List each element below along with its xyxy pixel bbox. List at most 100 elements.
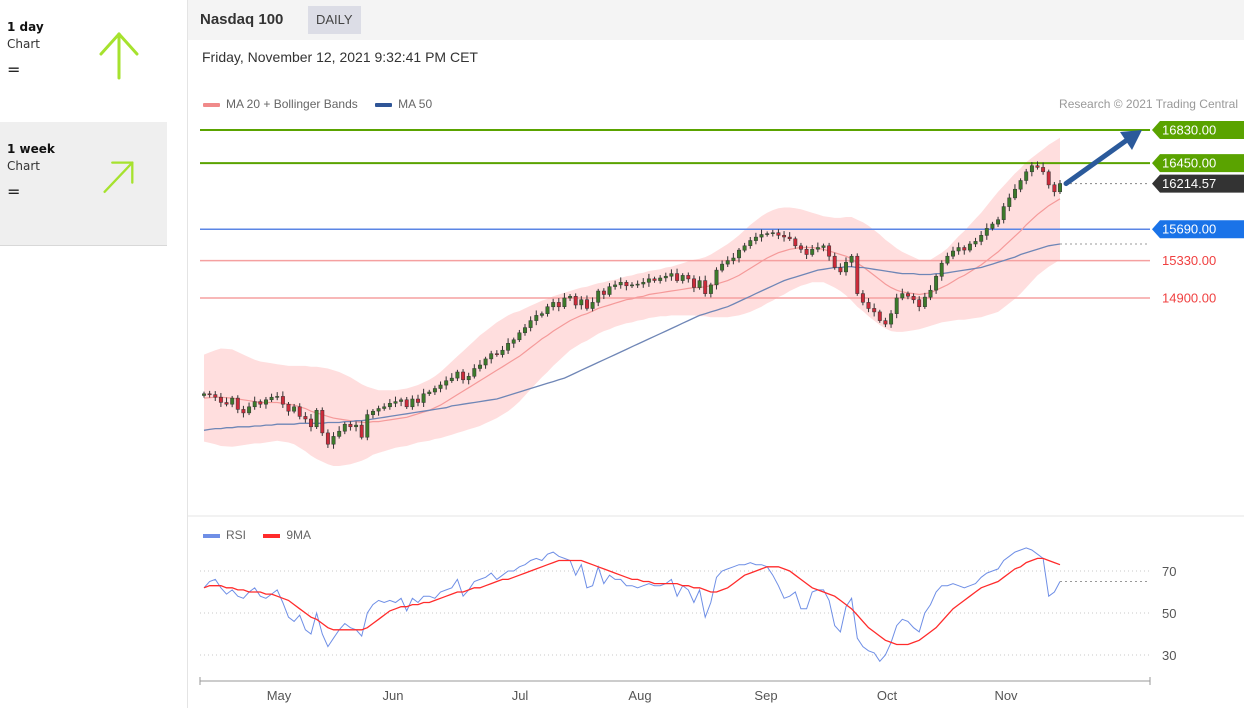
candle-body	[821, 245, 826, 248]
candle-body	[658, 277, 663, 281]
legend-label: MA 50	[398, 97, 433, 111]
candle-body	[455, 371, 460, 379]
candle-body	[669, 273, 674, 277]
candle-body	[748, 240, 753, 246]
legend-item-9ma: 9MA	[263, 528, 311, 542]
level-label: 16214.57	[1162, 176, 1216, 191]
candle-body	[517, 332, 522, 341]
candle-body	[855, 255, 860, 294]
candle-body	[399, 399, 404, 402]
candle-body	[996, 219, 1001, 225]
candle-body	[635, 283, 640, 286]
candle-body	[1041, 167, 1046, 173]
legend-swatch	[203, 533, 220, 538]
candle-body	[624, 282, 629, 287]
candle-body	[410, 398, 415, 408]
candle-body	[945, 255, 950, 264]
candle-body	[708, 284, 713, 294]
timeframe-indicator: =	[7, 182, 21, 201]
candle-body	[365, 414, 370, 438]
candle-body	[692, 278, 696, 288]
rsi-tick-label: 70	[1162, 564, 1176, 579]
candle-body	[877, 311, 882, 321]
candle-body	[697, 280, 702, 288]
candle-body	[218, 396, 223, 403]
candle-body	[483, 358, 488, 366]
candle-body	[917, 299, 922, 307]
rsi-legend: RSI 9MA	[203, 528, 325, 542]
chart-legend: MA 20 + Bollinger Bands MA 50	[203, 97, 446, 111]
ma50-line	[203, 243, 1061, 431]
candle-body	[393, 401, 398, 404]
candle-body	[241, 409, 246, 414]
candle-body	[207, 393, 212, 396]
candle-body	[737, 249, 741, 259]
candle-body	[314, 410, 319, 428]
candle-body	[765, 233, 770, 235]
candle-body	[770, 232, 775, 234]
candle-body	[725, 260, 730, 265]
candle-body	[1024, 171, 1029, 181]
month-label: Jul	[512, 688, 529, 703]
legend-swatch	[263, 533, 281, 538]
candle-body	[320, 410, 325, 434]
candle-body	[838, 267, 843, 273]
candle-body	[979, 235, 984, 242]
candle-body	[663, 275, 668, 279]
legend-label: MA 20 + Bollinger Bands	[226, 97, 358, 111]
candle-body	[297, 406, 302, 417]
rsi-tick-label: 30	[1162, 648, 1176, 663]
candle-body	[342, 423, 347, 432]
month-label: Aug	[628, 688, 651, 703]
candle-body	[421, 393, 426, 403]
legend-item-rsi: RSI	[203, 528, 249, 542]
candle-body	[804, 249, 809, 255]
arrow-up-icon	[99, 32, 139, 80]
candle-body	[1029, 165, 1034, 173]
level-label: 15690.00	[1162, 222, 1216, 237]
legend-swatch	[375, 102, 393, 107]
level-tag	[1152, 154, 1244, 173]
chart-credit: Research © 2021 Trading Central	[1059, 97, 1238, 111]
candle-body	[703, 280, 708, 294]
candle-body	[832, 255, 837, 268]
candle-body	[416, 398, 420, 403]
candle-body	[911, 296, 916, 301]
timeframe-badge[interactable]: DAILY	[308, 6, 361, 34]
candle-body	[787, 236, 792, 240]
chart-datetime: Friday, November 12, 2021 9:32:41 PM CET	[202, 49, 478, 65]
candle-body	[675, 273, 680, 281]
candle-body	[613, 284, 618, 287]
month-label: Nov	[994, 688, 1018, 703]
candle-body	[354, 424, 359, 428]
candle-body	[630, 284, 634, 287]
candle-body	[1046, 171, 1051, 186]
month-label: Jun	[383, 688, 404, 703]
candle-body	[939, 262, 944, 277]
candle-body	[1001, 206, 1006, 220]
candle-body	[844, 262, 848, 273]
candle-body	[376, 408, 381, 412]
candle-body	[472, 368, 477, 377]
candle-body	[872, 308, 877, 313]
candle-body	[489, 353, 494, 360]
candle-body	[573, 296, 578, 306]
candle-body	[601, 290, 606, 295]
candle-body	[1035, 165, 1040, 168]
candle-body	[1018, 180, 1023, 190]
candle-body	[348, 423, 353, 428]
forecast-arrow-shaft	[1063, 132, 1137, 187]
candle-body	[562, 297, 567, 307]
timeframe-1-day[interactable]: 1 day Chart =	[0, 0, 167, 124]
candle-body	[382, 406, 387, 409]
candle-body	[585, 299, 589, 309]
rsi-line	[203, 547, 1061, 663]
candle-body	[404, 399, 409, 408]
timeframe-1-week[interactable]: 1 week Chart =	[0, 122, 167, 246]
legend-swatch	[203, 102, 220, 107]
candle-body	[466, 376, 471, 381]
chart-header: Nasdaq 100 DAILY	[188, 0, 1244, 40]
candle-body	[990, 223, 995, 229]
candle-body	[866, 302, 871, 309]
